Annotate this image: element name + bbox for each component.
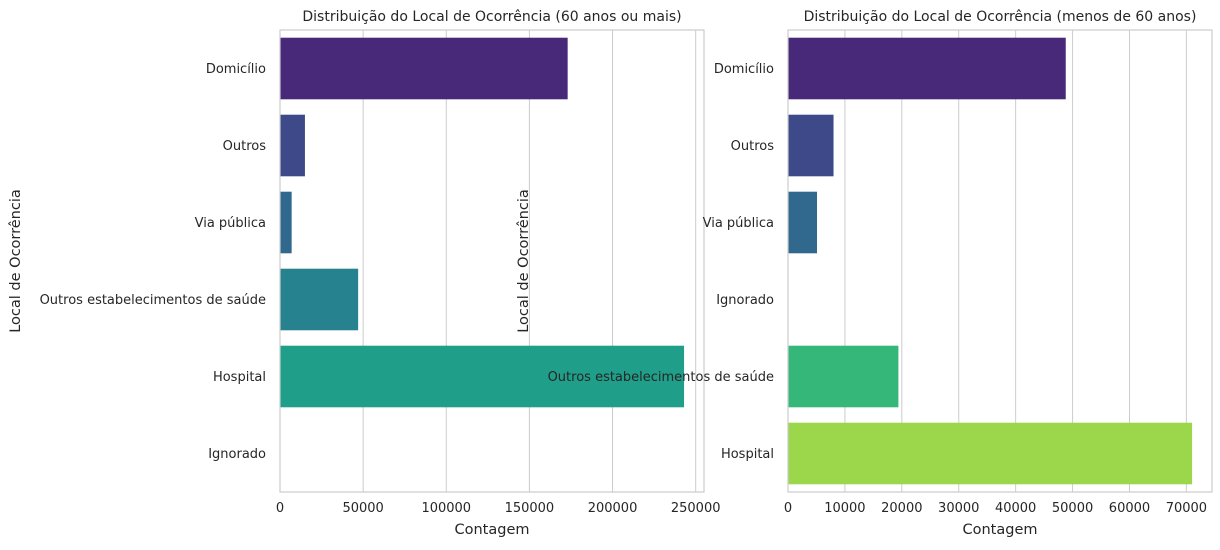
x-tick-label: 200000 [588, 501, 638, 516]
x-tick-label: 250000 [671, 501, 721, 516]
x-axis-label: Contagem [962, 522, 1037, 538]
bar [788, 422, 1193, 485]
y-tick-label: Outros [223, 139, 267, 154]
y-tick-label: Outros estabelecimentos de saúde [40, 293, 266, 308]
y-tick-label: Outros [731, 139, 775, 154]
x-tick-label: 50000 [342, 501, 383, 516]
x-tick-label: 150000 [505, 501, 555, 516]
x-tick-label: 40000 [995, 501, 1036, 516]
y-tick-label: Domicílio [714, 62, 774, 77]
x-axis-label: Contagem [454, 522, 529, 538]
axes-frame [787, 29, 1213, 493]
x-tick-label: 30000 [938, 501, 979, 516]
x-tick-label: 70000 [1166, 501, 1207, 516]
x-tick-label: 100000 [421, 501, 471, 516]
plot-area [788, 30, 1212, 492]
bar [280, 268, 359, 331]
chart-panel-60-plus: Domicílio Outros Via pública Outros estabel… [8, 9, 721, 538]
y-axis-label: Local de Ocorrência [516, 189, 532, 333]
x-tick-label: 50000 [1052, 501, 1093, 516]
chart-title: Distribuição do Local de Ocorrência (men… [804, 9, 1197, 25]
y-tick-label: Hospital [213, 370, 266, 385]
plot-area [280, 30, 704, 492]
y-tick-label: Ignorado [716, 293, 774, 308]
x-tick-label: 0 [276, 501, 284, 516]
bar [280, 37, 568, 100]
y-tick-label: Hospital [721, 447, 774, 462]
bar [280, 191, 292, 254]
y-tick-label: Via pública [703, 216, 774, 231]
axes-frame [279, 29, 705, 493]
y-tick-label: Domicílio [206, 62, 266, 77]
y-tick-label: Ignorado [208, 447, 266, 462]
y-tick-label: Outros estabelecimentos de saúde [548, 370, 774, 385]
chart-title: Distribuição do Local de Ocorrência (60 … [302, 9, 681, 25]
y-tick-label: Via pública [195, 216, 266, 231]
y-axis-label: Local de Ocorrência [8, 189, 24, 333]
bar [788, 37, 1066, 100]
bar [280, 345, 685, 408]
bar [280, 114, 305, 177]
x-tick-label: 20000 [881, 501, 922, 516]
bar [788, 114, 834, 177]
bar [788, 191, 818, 254]
x-tick-label: 0 [784, 501, 792, 516]
bar [788, 345, 899, 408]
x-tick-label: 60000 [1109, 501, 1150, 516]
x-tick-label: 10000 [824, 501, 865, 516]
chart-panel-under-60: Domicílio Outros Via pública Ignorado Outros… [516, 9, 1213, 538]
